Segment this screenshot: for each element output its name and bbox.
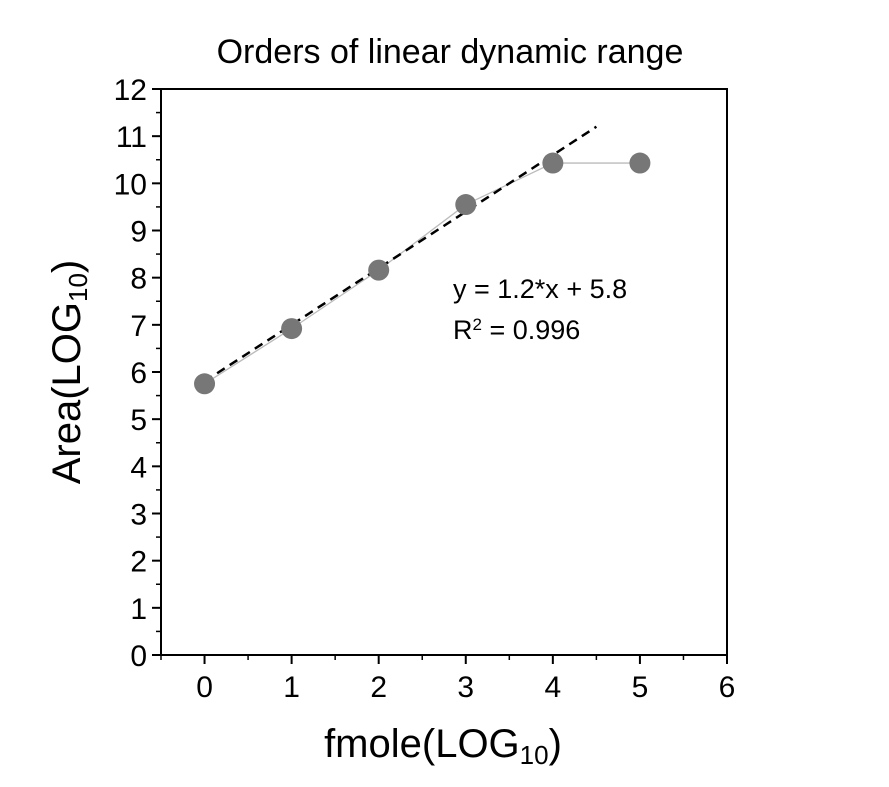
fit-line	[203, 125, 598, 383]
data-point	[629, 152, 651, 174]
x-tick-label: 2	[370, 671, 387, 704]
y-tick-label: 6	[130, 357, 147, 390]
y-tick-label: 8	[130, 263, 147, 296]
y-tick-label: 11	[116, 121, 147, 154]
data-point	[281, 318, 303, 340]
y-tick-label: 2	[130, 546, 147, 579]
y-tick-label: 10	[114, 168, 147, 201]
fit-equation: y = 1.2*x + 5.8	[453, 274, 627, 304]
x-tick-label: 5	[632, 671, 649, 704]
x-tick-label: 1	[283, 671, 300, 704]
data-point	[368, 259, 390, 281]
y-tick-label: 4	[130, 451, 147, 484]
y-tick-label: 1	[130, 593, 147, 626]
chart-title: Orders of linear dynamic range	[217, 33, 684, 71]
fit-r-squared: R2 = 0.996	[453, 315, 580, 346]
y-tick-label: 3	[130, 499, 147, 532]
plot-frame	[160, 88, 728, 656]
x-tick-label: 6	[719, 671, 736, 704]
x-axis-label: fmole(LOG10)	[324, 722, 562, 770]
data-point	[542, 152, 564, 174]
y-axis-label: Area(LOG10)	[45, 260, 93, 485]
y-tick-label: 0	[130, 640, 147, 673]
x-tick-label: 4	[545, 671, 562, 704]
data-series	[194, 125, 651, 395]
data-point	[455, 194, 477, 216]
y-tick-label: 7	[130, 310, 147, 343]
series-connector-line	[204, 162, 640, 385]
y-tick-label: 9	[130, 216, 147, 249]
x-tick-label: 3	[457, 671, 474, 704]
x-tick-label: 0	[196, 671, 213, 704]
y-tick-label: 12	[114, 74, 147, 107]
data-point	[194, 373, 216, 395]
y-tick-label: 5	[130, 404, 147, 437]
